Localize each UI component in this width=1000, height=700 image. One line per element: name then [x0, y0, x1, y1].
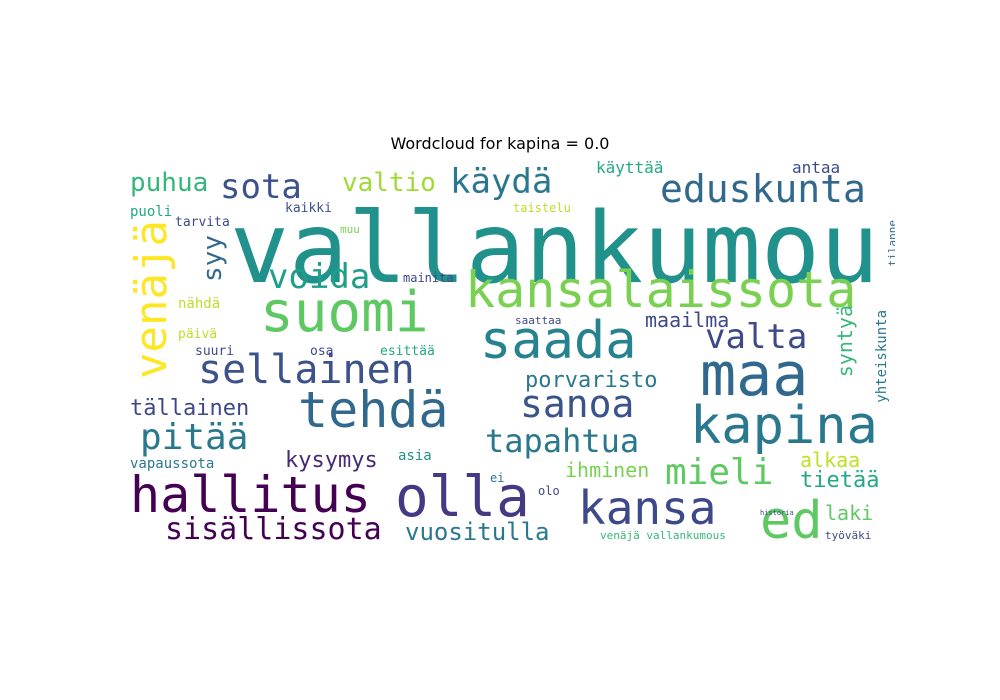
word-syntyä: syntyä — [833, 305, 857, 378]
word-ed: ed — [760, 491, 823, 550]
word-tällainen: tällainen — [130, 396, 250, 421]
word-tilanne: tilanne — [886, 220, 895, 267]
word-suomi: suomi — [260, 280, 429, 345]
word-päivä: päivä — [178, 327, 218, 342]
word-olo: olo — [538, 484, 560, 498]
word-käyttää: käyttää — [596, 160, 664, 177]
word-osa: osa — [310, 344, 334, 359]
word-valtio: valtio — [342, 168, 436, 198]
word-saada: saada — [480, 311, 637, 371]
word-kansa: kansa — [578, 481, 717, 535]
word-vallankumou: vallankumou — [230, 192, 880, 306]
word-pitää: pitää — [140, 417, 249, 458]
word-syy: syy — [198, 235, 228, 282]
word-mainita: mainita — [403, 271, 454, 285]
word-laki: laki — [825, 501, 874, 525]
word-ihminen: ihminen — [565, 458, 650, 482]
word-venäjä: venäjä — [130, 220, 177, 379]
word-voida: voida — [268, 257, 371, 297]
word-eduskunta: eduskunta — [660, 167, 866, 211]
word-vapaussota: vapaussota — [130, 456, 215, 472]
word-sota: sota — [220, 167, 302, 207]
word-venäjä-vallankumous: venäjä vallankumous — [600, 529, 726, 542]
word-kansalaissota: kansalaissota — [465, 261, 857, 319]
word-sanoa: sanoa — [520, 382, 635, 426]
word-nähdä: nähdä — [178, 296, 221, 312]
word-antaa: antaa — [792, 160, 841, 177]
word-kysymys: kysymys — [285, 448, 378, 473]
wordcloud-area: vallankumou suomi kansalaissota maa olla hall… — [130, 160, 895, 550]
word-saattaa: saattaa — [515, 314, 562, 327]
word-puhua: puhua — [130, 168, 209, 198]
word-asia: asia — [398, 448, 432, 464]
word-vuositulla: vuositulla — [405, 518, 550, 546]
word-porvaristo: porvaristo — [525, 368, 658, 393]
word-hallitus: hallitus — [130, 466, 371, 524]
word-yhteiskunta: yhteiskunta — [874, 310, 890, 403]
word-tietää: tietää — [800, 468, 880, 493]
word-mieli: mieli — [665, 452, 774, 493]
word-maa: maa — [700, 340, 809, 410]
word-olla: olla — [395, 465, 530, 530]
word-tehdä: tehdä — [298, 381, 449, 439]
word-käydä: käydä — [450, 162, 553, 202]
word-muu: muu — [340, 223, 360, 236]
word-maailma: maailma — [645, 308, 730, 332]
word-puoli: puoli — [130, 204, 173, 220]
word-taistelu: taistelu — [513, 201, 571, 215]
word-tarvita: tarvita — [175, 215, 230, 230]
word-valta: valta — [705, 317, 808, 357]
word-sisällissota: sisällissota — [165, 512, 382, 547]
word-kapina: kapina — [690, 396, 878, 456]
word-tapahtua: tapahtua — [485, 422, 640, 460]
word-kaikki: kaikki — [285, 201, 332, 216]
word-sellainen: sellainen — [198, 347, 415, 393]
word-ei: ei — [490, 471, 505, 485]
word-työväki: työväki — [825, 529, 872, 542]
chart-title: Wordcloud for kapina = 0.0 — [390, 134, 610, 153]
word-esittää: esittää — [380, 344, 435, 359]
word-historia: historia — [760, 509, 794, 517]
word-alkaa: alkaa — [800, 448, 861, 472]
word-suuri: suuri — [195, 344, 235, 359]
